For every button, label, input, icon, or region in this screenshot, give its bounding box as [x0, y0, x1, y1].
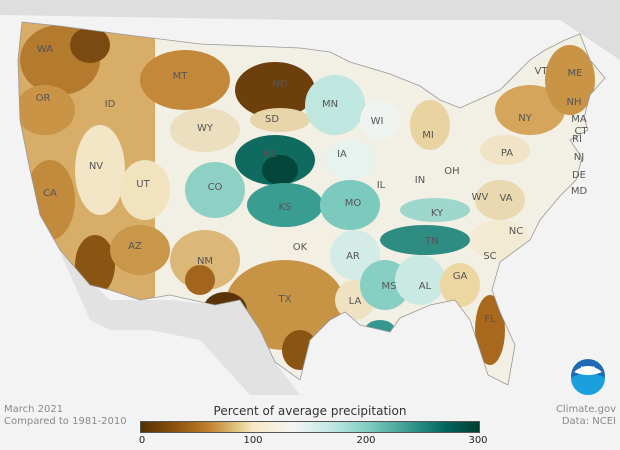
state-label-ms: MS — [382, 281, 397, 292]
state-label-sd: SD — [265, 114, 279, 125]
state-label-ky: KY — [431, 208, 444, 219]
state-label-sc: SC — [483, 251, 496, 262]
state-label-pa: PA — [501, 148, 513, 159]
canada-land — [0, 0, 620, 60]
state-label-ia: IA — [337, 149, 347, 160]
state-label-nc: NC — [509, 226, 523, 237]
state-label-al: AL — [419, 281, 432, 292]
noaa-logo: NOAA — [571, 359, 605, 395]
source-credit: Climate.gov — [555, 404, 616, 415]
state-label-ks: KS — [279, 202, 292, 213]
state-label-ct: CT — [574, 126, 588, 137]
legend-tick: 100 — [243, 435, 263, 446]
state-label-fl: FL — [484, 314, 496, 325]
state-label-tx: TX — [278, 294, 292, 305]
state-label-id: ID — [105, 99, 116, 110]
state-label-ma: MA — [571, 114, 587, 125]
state-label-il: IL — [377, 180, 386, 191]
state-label-mn: MN — [322, 99, 338, 110]
state-label-la: LA — [349, 296, 362, 307]
legend-tick: 300 — [468, 435, 488, 446]
state-label-wy: WY — [197, 123, 214, 134]
state-label-wv: WV — [472, 192, 489, 203]
legend-tick: 200 — [356, 435, 376, 446]
state-label-mt: MT — [173, 71, 189, 82]
state-label-ny: NY — [518, 113, 532, 124]
legend-color-bar — [140, 421, 480, 433]
state-label-ca: CA — [43, 188, 57, 199]
state-label-ne: NE — [263, 149, 277, 160]
state-label-ar: AR — [346, 251, 360, 262]
legend-title: Percent of average precipitation — [213, 404, 407, 418]
state-label-vt: VT — [535, 66, 549, 77]
state-label-nm: NM — [197, 256, 213, 267]
state-label-nj: NJ — [574, 152, 584, 163]
state-label-mi: MI — [422, 130, 434, 141]
state-label-tn: TN — [424, 236, 439, 247]
state-label-md: MD — [571, 186, 588, 197]
state-labels: WA OR CA NV ID MT WY UT AZ CO NM ND SD NE KS OK TX MN IA MO… — [36, 44, 589, 325]
state-label-wi: WI — [371, 116, 384, 127]
svg-text:NOAA: NOAA — [581, 366, 596, 372]
state-label-de: DE — [572, 170, 586, 181]
state-label-nd: ND — [272, 79, 287, 90]
state-label-nv: NV — [89, 161, 103, 172]
state-label-ga: GA — [453, 271, 468, 282]
state-label-nh: NH — [567, 97, 582, 108]
state-label-in: IN — [415, 175, 425, 186]
state-label-az: AZ — [128, 241, 142, 252]
state-label-co: CO — [208, 182, 223, 193]
state-label-oh: OH — [444, 166, 459, 177]
state-label-wa: WA — [37, 44, 53, 55]
state-label-va: VA — [499, 193, 512, 204]
data-credit: Data: NCEI — [561, 416, 616, 427]
state-label-or: OR — [36, 93, 51, 104]
state-label-mo: MO — [345, 198, 362, 209]
state-label-ri: RI — [572, 134, 582, 145]
state-label-ut: UT — [136, 179, 150, 190]
state-label-me: ME — [568, 68, 583, 79]
map-date: March 2021 — [4, 404, 64, 415]
footer-left: March 2021 Compared to 1981-2010 — [4, 404, 127, 428]
legend-tick: 0 — [138, 435, 146, 446]
state-label-ok: OK — [293, 242, 308, 253]
footer-right: Climate.gov Data: NCEI — [556, 404, 616, 428]
mexico-land — [60, 252, 300, 395]
baseline-period: Compared to 1981-2010 — [4, 416, 127, 427]
